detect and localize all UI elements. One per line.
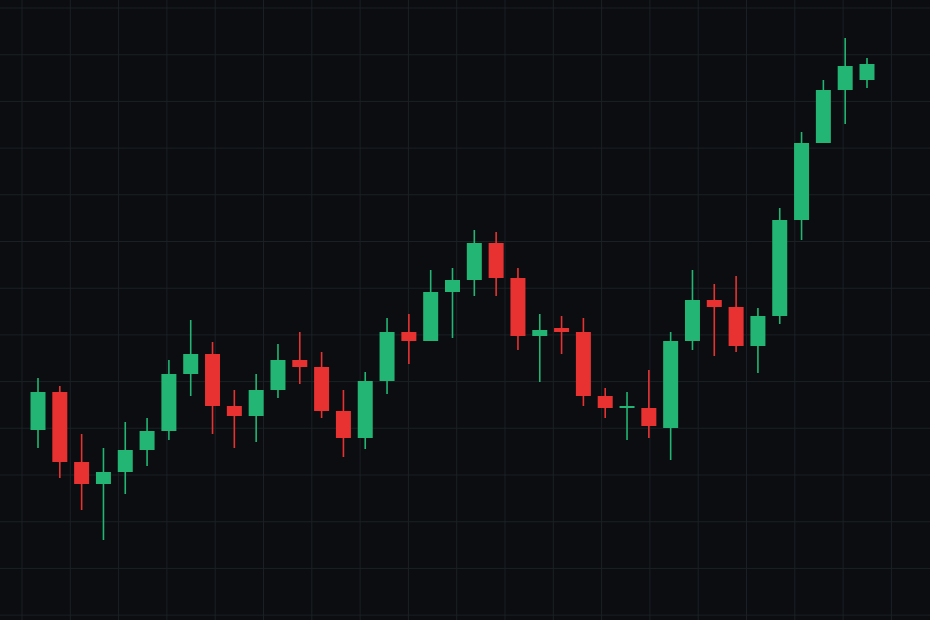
candle: [226, 390, 242, 448]
candle: [423, 270, 439, 341]
candle: [466, 230, 482, 296]
candle-body-up: [270, 360, 286, 390]
candle-body-up: [183, 354, 199, 374]
candle: [837, 38, 853, 124]
candle: [706, 284, 722, 356]
candle: [815, 80, 831, 143]
candle-body-down: [226, 406, 242, 416]
candle-body-up: [466, 243, 482, 280]
candle: [183, 320, 199, 396]
candle-body-up: [663, 341, 679, 428]
candle-body-up: [750, 316, 766, 346]
candle-body-down: [401, 332, 417, 341]
candle: [74, 434, 90, 510]
candle: [292, 332, 308, 384]
candle: [379, 318, 395, 394]
candle-body-up: [139, 431, 155, 450]
candle-body-down: [205, 354, 221, 406]
candle-body-down: [597, 396, 613, 408]
candle: [314, 352, 330, 418]
candle: [205, 342, 221, 434]
candle-body-up: [445, 280, 460, 292]
candle: [401, 314, 417, 364]
candle-body-down: [641, 408, 657, 426]
candle: [510, 268, 526, 350]
candle-body-down: [314, 367, 330, 411]
candle: [488, 232, 504, 296]
candle: [161, 360, 177, 440]
candle: [139, 418, 155, 466]
candle-body-up: [30, 392, 46, 430]
candle: [554, 316, 570, 354]
candle-body-up: [95, 472, 111, 484]
candle-body-down: [292, 360, 308, 367]
candle-body-down: [510, 278, 526, 336]
candle: [532, 314, 548, 382]
candle: [772, 208, 788, 324]
candle-body-up: [772, 220, 788, 316]
candle: [445, 268, 460, 338]
candle: [357, 372, 373, 449]
candle: [663, 332, 679, 460]
candle: [52, 386, 68, 478]
candle-body-up: [619, 406, 635, 408]
candle-body-up: [837, 66, 853, 90]
candle-body-up: [357, 381, 373, 438]
candle-body-up: [794, 143, 810, 220]
candle-body-down: [728, 307, 744, 346]
candle: [728, 276, 744, 352]
candle: [248, 374, 264, 442]
candle-body-down: [575, 332, 591, 396]
candle-body-up: [117, 450, 133, 472]
candle: [684, 270, 700, 350]
candle: [30, 378, 46, 448]
candle: [859, 58, 875, 88]
candle-body-up: [379, 332, 395, 381]
candle-body-down: [335, 411, 351, 438]
candles: [30, 38, 875, 540]
candle-body-up: [859, 64, 875, 80]
candle-body-up: [423, 292, 439, 341]
candle-body-down: [74, 462, 90, 484]
candle-body-down: [706, 300, 722, 307]
candle: [335, 390, 351, 457]
candle: [270, 344, 286, 398]
candle-body-up: [684, 300, 700, 341]
candle-body-down: [554, 328, 570, 332]
candle: [95, 448, 111, 540]
candle: [641, 370, 657, 438]
candle: [117, 422, 133, 494]
candle-body-up: [248, 390, 264, 416]
candle: [750, 308, 766, 373]
candle-body-up: [815, 90, 831, 143]
candle-body-down: [488, 243, 504, 278]
candle-body-up: [532, 330, 548, 336]
candle: [794, 132, 810, 240]
candle: [575, 318, 591, 406]
candle: [619, 392, 635, 440]
candle-body-down: [52, 392, 68, 462]
candle-body-up: [161, 374, 177, 431]
candle: [597, 388, 613, 418]
